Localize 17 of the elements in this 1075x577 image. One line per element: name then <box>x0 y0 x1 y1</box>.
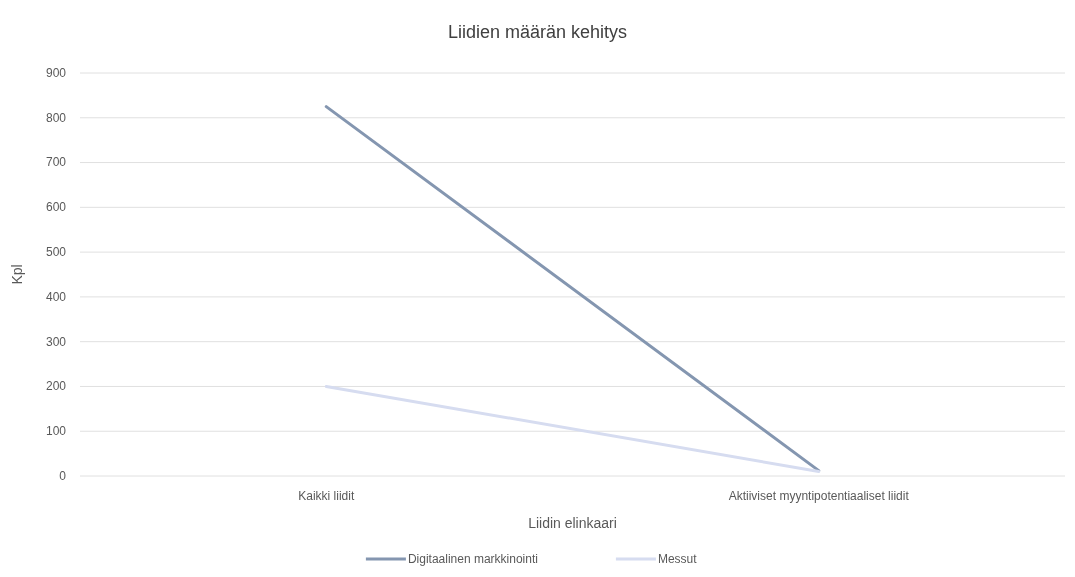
y-tick-label: 700 <box>45 155 67 170</box>
chart-title: Liidien määrän kehitys <box>447 22 628 42</box>
y-tick-label: 900 <box>45 65 67 80</box>
y-tick-label: 0 <box>59 468 67 483</box>
y-axis-title: Kpl <box>9 264 25 285</box>
y-tick-label: 200 <box>45 379 67 394</box>
y-tick-label: 300 <box>45 334 67 349</box>
legend-label: Messut <box>657 552 698 566</box>
x-tick-label: Kaikki liidit <box>298 489 355 503</box>
y-tick-label: 600 <box>45 200 67 215</box>
y-tick-label: 800 <box>45 110 67 125</box>
y-tick-label: 100 <box>45 424 67 439</box>
x-axis-title: Liidin elinkaari <box>528 515 617 531</box>
y-tick-label: 500 <box>45 244 67 259</box>
x-tick-label: Aktiiviset myyntipotentiaaliset liidit <box>728 489 910 503</box>
y-tick-label: 400 <box>45 289 67 304</box>
legend-label: Digitaalinen markkinointi <box>407 552 538 566</box>
